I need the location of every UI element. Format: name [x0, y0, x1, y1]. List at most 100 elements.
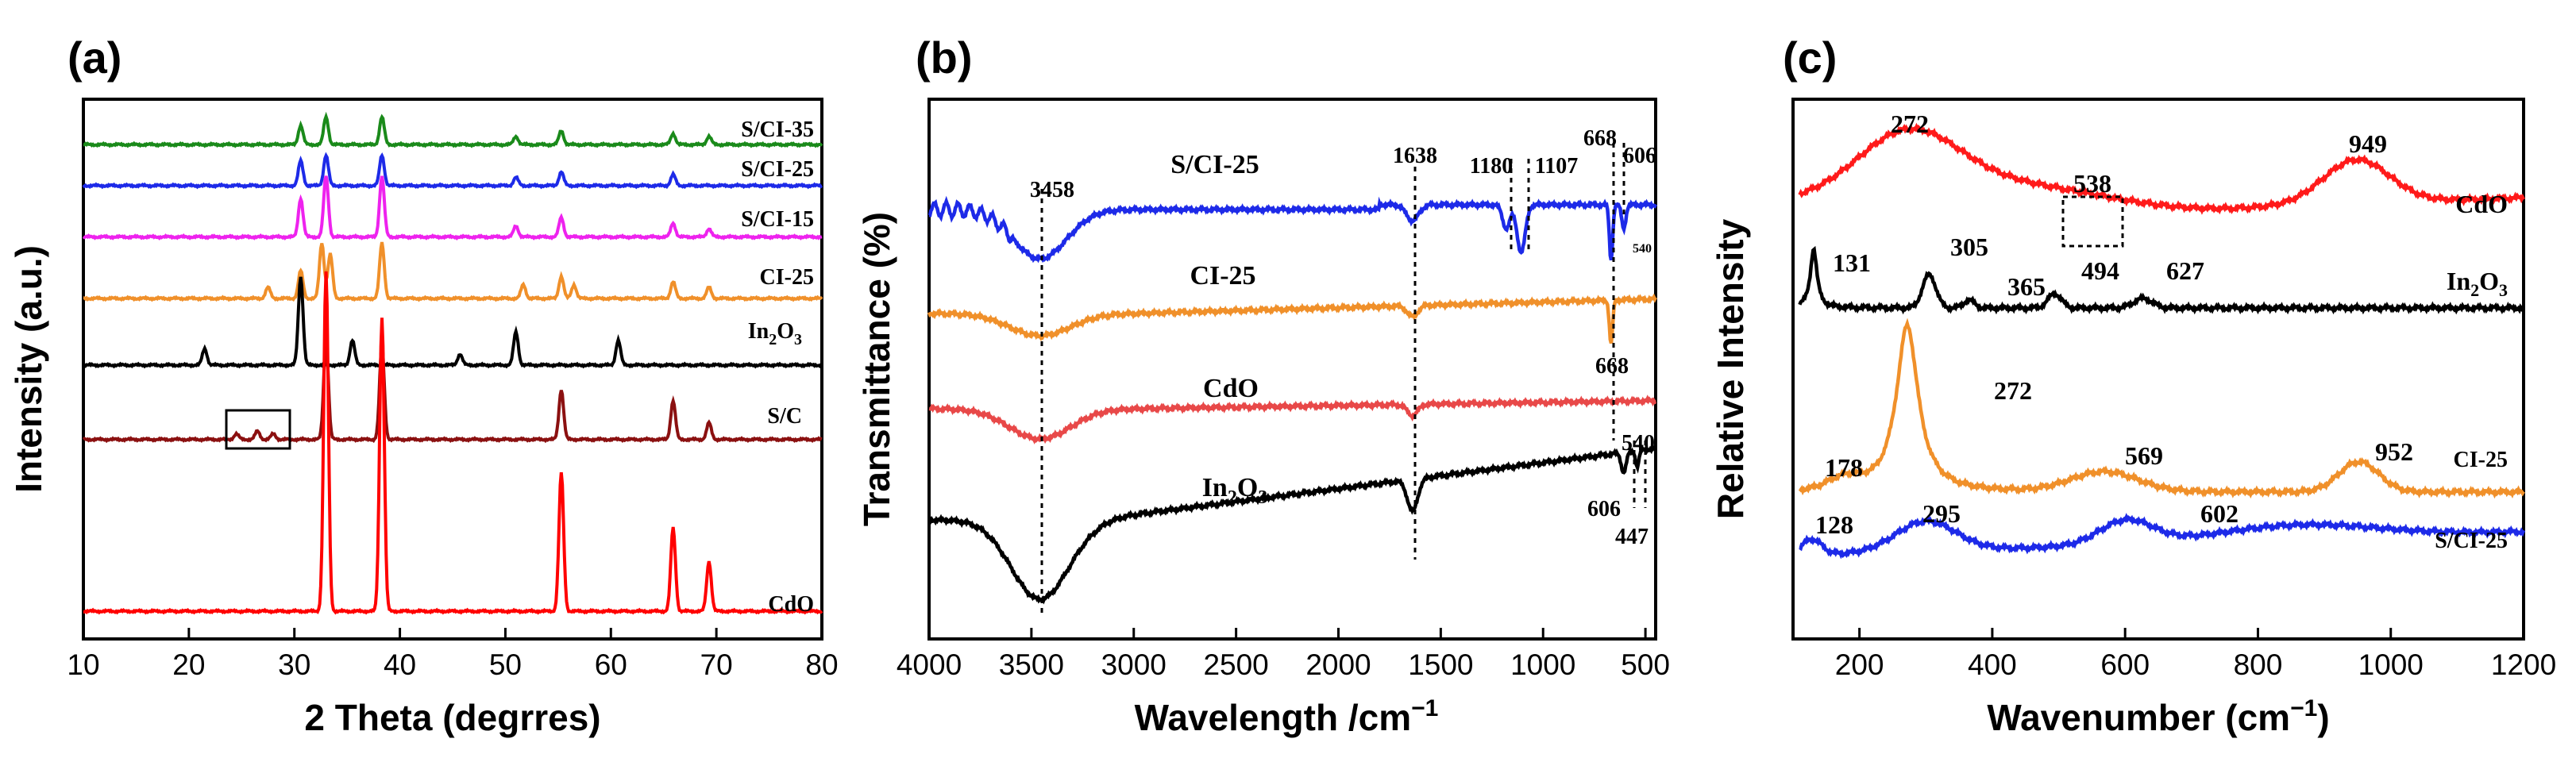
x-tick-label: 400: [1968, 648, 2017, 681]
peak-540-bottom: 540: [1622, 431, 1655, 456]
peak-668-top: 668: [1583, 126, 1617, 151]
label-ci-25: CI-25: [1190, 261, 1255, 291]
series-line: [1798, 245, 2524, 315]
panel-b-ylabel: Transmittance (%): [856, 212, 897, 526]
panel-c-label: (c): [1783, 33, 1837, 83]
label-s-c: S/C: [767, 404, 802, 429]
x-tick-label: 600: [2100, 648, 2150, 681]
panel-b-xlabel: Wavelength /cm−1: [1135, 695, 1439, 738]
panel-a-curves: [82, 111, 823, 615]
peak-569: 569: [2125, 441, 2163, 470]
series-line: [82, 339, 823, 444]
label-cdo: CdO: [768, 592, 814, 617]
label-cdo: CdO: [2455, 190, 2508, 218]
series-line: [82, 276, 823, 369]
panel-c-frame: [1791, 98, 2525, 641]
peak-272-ci25: 272: [1994, 376, 2032, 405]
series-line: [1798, 317, 2525, 499]
peak-627: 627: [2166, 256, 2204, 285]
label-in2o3: In2O3: [2447, 267, 2508, 300]
peak-1107: 1107: [1535, 154, 1578, 179]
x-tick-label: 1000: [2358, 648, 2424, 681]
panel-c-series-labels: CdO In2O3 CI-25 S/CI-25: [2435, 190, 2508, 553]
panel-c-ylabel: Relative Intensity: [1710, 218, 1751, 519]
x-tick-label: 4000: [897, 648, 962, 681]
x-tick-label: 50: [489, 648, 522, 681]
panel-a-frame: [82, 98, 823, 641]
label-s-ci-25: S/CI-25: [2435, 529, 2508, 553]
x-tick-label: 200: [1835, 648, 1884, 681]
series-line: [83, 111, 823, 148]
label-cdo: CdO: [1203, 374, 1259, 403]
peak-602: 602: [2200, 499, 2239, 528]
x-tick-label: 1000: [1510, 648, 1575, 681]
panel-c: (c) 200 400 600 800 1000 1200 Wavenumber (cm−…: [1710, 33, 2556, 738]
panel-c-xlabel: Wavenumber (cm−1): [1987, 695, 2329, 738]
panel-a-series-labels: S/CI-35 S/CI-25 S/CI-15 CI-25 In2O3 S/C …: [741, 117, 814, 617]
x-tick-label: 70: [700, 648, 733, 681]
x-tick-label: 20: [172, 648, 205, 681]
peak-606-top: 606: [1623, 144, 1656, 168]
panel-b-curves: [927, 195, 1658, 605]
peak-305: 305: [1950, 233, 1988, 261]
label-in2o3: In2O3: [748, 319, 802, 348]
peak-538: 538: [2073, 169, 2111, 198]
x-tick-label: 2500: [1203, 648, 1268, 681]
panel-b: (b) 4000 3500 3000 2500 2000 1500 1000 500 Wave…: [856, 33, 1670, 738]
panel-a-inset-box: [225, 409, 291, 450]
panel-b-label: (b): [916, 33, 973, 83]
panel-b-guide-lines: [1040, 143, 1647, 615]
peak-3458: 3458: [1030, 178, 1074, 202]
x-tick-label: 500: [1621, 648, 1670, 681]
panel-c-curves: [1798, 122, 2526, 560]
peak-365: 365: [2007, 272, 2046, 301]
x-tick-label: 40: [384, 648, 416, 681]
x-tick-label: 2000: [1305, 648, 1371, 681]
panel-a-xlabel: 2 Theta (degrres): [304, 697, 600, 738]
series-line: [83, 241, 823, 302]
peak-952: 952: [2375, 437, 2413, 466]
x-tick-label: 60: [595, 648, 627, 681]
peak-1638: 1638: [1393, 144, 1437, 168]
panel-a: (a) 10 20 30 40 50 60 70 80 2 Theta (degrres) I…: [8, 33, 839, 738]
x-tick-label: 3000: [1101, 648, 1167, 681]
label-s-ci-25: S/CI-25: [1170, 150, 1259, 179]
label-ci-25: CI-25: [2454, 448, 2508, 472]
panel-a-ylabel: Intensity (a.u.): [8, 245, 49, 493]
x-tick-label: 1200: [2491, 648, 2556, 681]
series-line: [927, 195, 1658, 264]
panel-a-ticks: 10 20 30 40 50 60 70 80: [67, 628, 839, 681]
label-s-ci-25: S/CI-25: [741, 157, 814, 182]
peak-128: 128: [1815, 510, 1853, 539]
x-tick-label: 3500: [999, 648, 1064, 681]
series-line: [927, 444, 1657, 605]
label-s-ci-15: S/CI-15: [741, 207, 814, 232]
x-tick-label: 800: [2234, 648, 2283, 681]
panel-b-peak-labels: 3458 1638 1180 1107 668 606 540 668 540 …: [1030, 126, 1656, 549]
peak-131: 131: [1833, 248, 1871, 277]
x-tick-label: 10: [67, 648, 99, 681]
series-line: [1799, 513, 2526, 560]
peak-1180: 1180: [1470, 154, 1513, 179]
series-line: [82, 152, 823, 190]
panel-b-series-labels: S/CI-25 CI-25 CdO In2O3: [1170, 150, 1267, 508]
peak-272-cdo: 272: [1891, 110, 1929, 138]
peak-494: 494: [2081, 256, 2119, 285]
panel-c-inset-box: [2061, 195, 2124, 248]
peak-295: 295: [1922, 499, 1961, 528]
panel-c-ticks: 200 400 600 800 1000 1200: [1835, 628, 2556, 681]
peak-447: 447: [1615, 525, 1649, 549]
series-line: [928, 394, 1657, 444]
series-line: [1798, 122, 2526, 215]
peak-949: 949: [2349, 129, 2387, 158]
peak-668-bottom: 668: [1595, 354, 1629, 379]
label-in2o3: In2O3: [1202, 473, 1268, 508]
series-line: [927, 293, 1657, 344]
x-tick-label: 30: [278, 648, 310, 681]
peak-606-bottom: 606: [1587, 497, 1621, 521]
x-tick-label: 80: [805, 648, 838, 681]
peak-540-top: 540: [1633, 242, 1652, 256]
panel-b-ticks: 4000 3500 3000 2500 2000 1500 1000 500: [897, 628, 1670, 681]
label-ci-25: CI-25: [760, 265, 814, 290]
